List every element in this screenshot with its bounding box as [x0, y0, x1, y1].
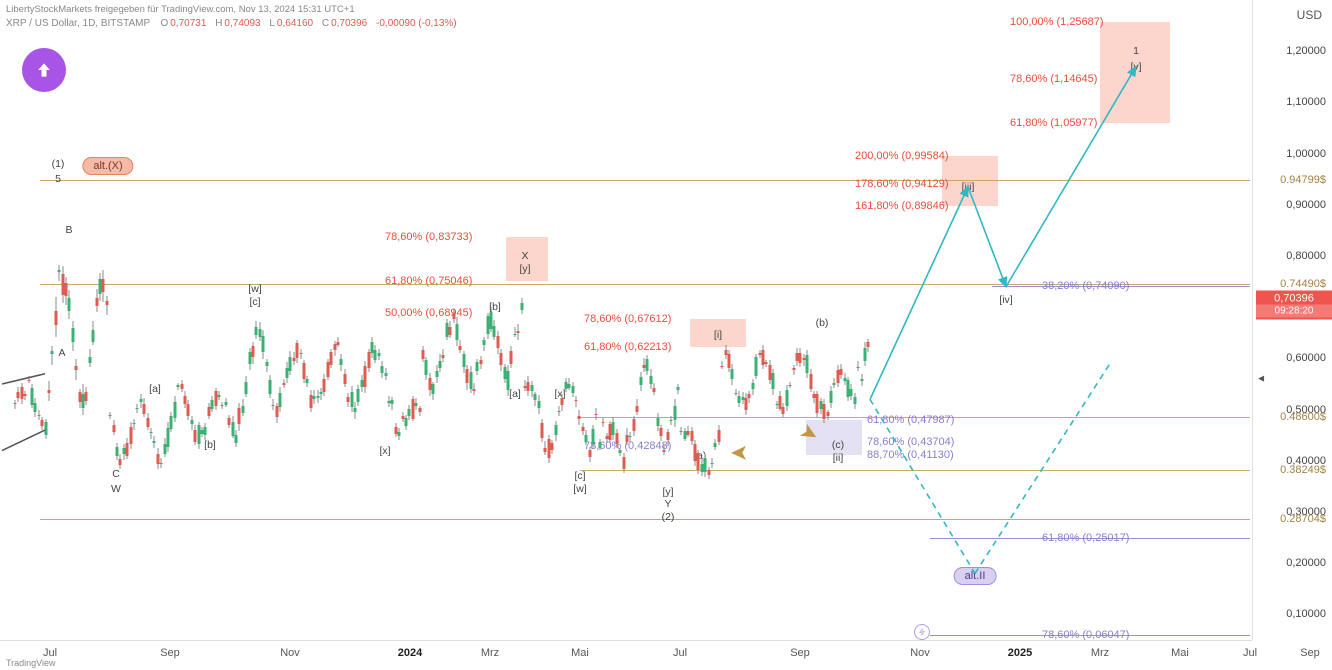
wave-label: [i]	[714, 329, 722, 341]
fib-label: 61,80% (1,05977)	[1010, 117, 1097, 129]
x-tick: Mrz	[481, 647, 499, 659]
x-tick: Mrz	[1091, 647, 1109, 659]
fib-label: 100,00% (1,25687)	[1010, 16, 1104, 28]
wave-label: (b)	[816, 317, 829, 329]
fib-label: 78,60% (0,67612)	[584, 313, 671, 325]
fib-label: 78,60% (0,06047)	[1042, 629, 1129, 641]
x-tick: 2024	[398, 647, 422, 659]
x-tick: Nov	[910, 647, 930, 659]
fib-label: 61,80% (0,25017)	[1042, 532, 1129, 544]
wave-label: (1)	[52, 158, 65, 170]
wave-label: C	[112, 468, 120, 480]
fib-label: 78,60% (0,43704)	[867, 436, 954, 448]
wave-label: [ii]	[833, 452, 844, 464]
price-tag: 0,7039609:28:20	[1256, 291, 1332, 320]
wave-label: [iii]	[962, 181, 975, 193]
y-level: 0.28704$	[1280, 513, 1326, 525]
price-marker-icon: ◄	[1256, 373, 1266, 384]
wave-label: [c]	[574, 470, 585, 482]
y-tick: 1,20000	[1286, 45, 1326, 57]
y-title: USD	[1297, 8, 1322, 22]
wave-label: [y]	[519, 263, 530, 275]
fib-label: 38,20% (0,74090)	[1042, 280, 1129, 292]
hline	[40, 180, 1250, 181]
y-tick: 1,00000	[1286, 148, 1326, 160]
x-tick: Mai	[1171, 647, 1189, 659]
y-level: 0.48600$	[1280, 411, 1326, 423]
wave-label: 5	[55, 173, 61, 185]
x-tick: Nov	[280, 647, 300, 659]
y-level: 0.74490$	[1280, 278, 1326, 290]
fib-label: 200,00% (0,99584)	[855, 150, 949, 162]
x-tick: Sep	[160, 647, 180, 659]
wave-label: A	[58, 347, 65, 359]
hline	[580, 470, 1250, 471]
wave-label: [v]	[1130, 61, 1141, 73]
y-tick: 0,10000	[1286, 608, 1326, 620]
wave-label: [a]	[509, 388, 521, 400]
price-tag-price: 0,70396	[1256, 293, 1332, 305]
x-tick: Jul	[673, 647, 687, 659]
price-tag-time: 09:28:20	[1256, 305, 1332, 318]
y-level: 0.38249$	[1280, 464, 1326, 476]
watermark: TradingView	[6, 658, 56, 668]
wave-label: 1	[1133, 45, 1139, 57]
x-tick: Mai	[571, 647, 589, 659]
wave-label: B	[65, 224, 72, 236]
pointer-arrow-icon: ➤	[730, 440, 748, 466]
wave-label: [w]	[248, 283, 261, 295]
x-axis[interactable]: JulSepNov2024MrzMaiJulSepNov2025MrzMaiJu…	[0, 640, 1252, 670]
wave-label: [c]	[249, 296, 260, 308]
wave-label: [x]	[379, 445, 390, 457]
y-axis[interactable]: USD 0,100000,200000,300000,400000,500000…	[1252, 0, 1332, 640]
fib-label: 61,80% (0,75046)	[385, 275, 472, 287]
alt-badge: alt.II	[954, 567, 997, 585]
wave-label: [y]	[662, 486, 673, 498]
fib-label: 61,80% (0,47987)	[867, 414, 954, 426]
fib-label: 50,00% (0,68945)	[385, 307, 472, 319]
x-tick: 2025	[1008, 647, 1032, 659]
wave-label: (2)	[662, 511, 675, 523]
fib-label: 78,60% (0,83733)	[385, 231, 472, 243]
wave-label: [b]	[204, 439, 216, 451]
wave-label: (c)	[832, 439, 844, 451]
alt-badge: alt.(X)	[82, 157, 133, 175]
x-tick: Jul	[1243, 647, 1257, 659]
countdown-bolt-icon	[914, 624, 930, 640]
x-tick: Sep	[1300, 647, 1320, 659]
wave-label: [w]	[573, 483, 586, 495]
y-tick: 0,90000	[1286, 199, 1326, 211]
fib-label: 178,60% (0,94129)	[855, 178, 949, 190]
wave-label: X	[521, 250, 528, 262]
wave-label: [a]	[149, 383, 161, 395]
fib-label: 61,80% (0,62213)	[584, 341, 671, 353]
hline	[40, 519, 1250, 520]
fib-label: 78,60% (1,14645)	[1010, 73, 1097, 85]
y-level: 0.94799$	[1280, 174, 1326, 186]
wave-label: Y	[664, 498, 671, 510]
x-tick: Sep	[790, 647, 810, 659]
plot-area[interactable]: 78,60% (0,83733) 61,80% (0,75046) 50,00% (…	[0, 0, 1252, 640]
fib-label: 88,70% (0,41130)	[867, 449, 954, 461]
y-tick: 0,80000	[1286, 250, 1326, 262]
fib-label: 161,80% (0,89846)	[855, 200, 949, 212]
y-tick: 1,10000	[1286, 96, 1326, 108]
wave-label: W	[111, 483, 121, 495]
y-tick: 0,20000	[1286, 557, 1326, 569]
y-tick: 0,60000	[1286, 352, 1326, 364]
wave-label: [iv]	[999, 294, 1012, 306]
